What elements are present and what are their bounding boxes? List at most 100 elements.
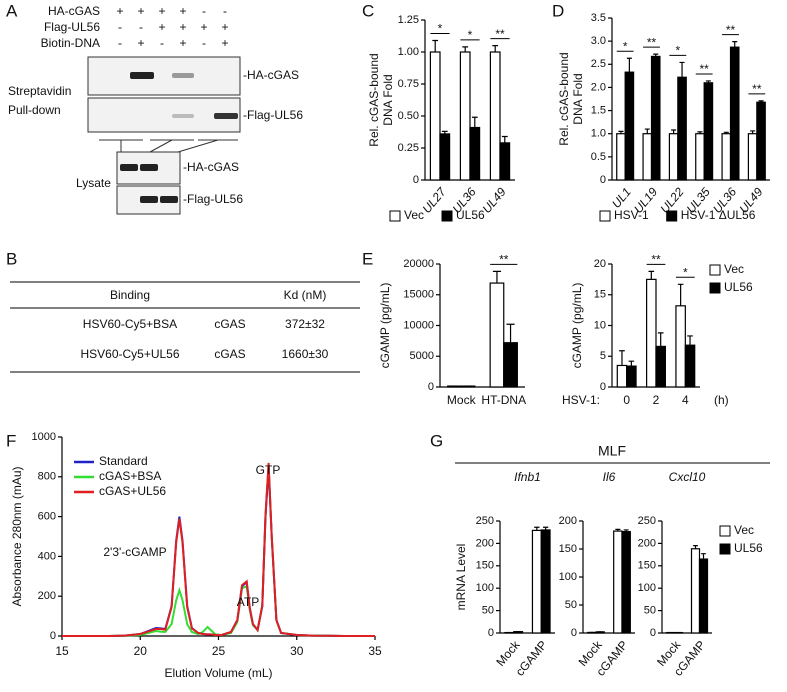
y-axis-label: DNA Fold xyxy=(381,74,395,125)
bar xyxy=(489,51,501,181)
panel-label: E xyxy=(362,249,373,268)
bar xyxy=(626,365,637,388)
bar xyxy=(655,345,666,388)
lane-sign: + xyxy=(200,20,207,34)
bar xyxy=(695,133,705,181)
y-tick-label: 3.0 xyxy=(591,35,606,47)
bar xyxy=(613,530,623,634)
x-tick-label: 25 xyxy=(212,644,226,658)
y-tick-label: 0 xyxy=(413,174,419,186)
legend-label: UL56 xyxy=(734,541,763,555)
error-bar xyxy=(671,129,677,134)
row-label: HA-cGAS xyxy=(48,4,100,18)
legend-swatch xyxy=(599,210,611,222)
panel-label: F xyxy=(6,431,16,450)
y-tick-label: 20000 xyxy=(403,258,434,270)
error-bar xyxy=(441,130,448,134)
row-label: Biotin-DNA xyxy=(41,36,100,50)
bar xyxy=(616,364,628,388)
lane-sign: - xyxy=(223,4,227,18)
x-axis-label: Elution Volume (mL) xyxy=(164,666,272,680)
lane-sign: + xyxy=(221,20,228,34)
y-tick-label: 1.00 xyxy=(398,46,419,58)
band xyxy=(172,73,194,78)
table-cell: 1660±30 xyxy=(282,347,329,361)
error-bar xyxy=(543,526,549,530)
bar xyxy=(624,71,635,181)
y-tick-label: 100 xyxy=(559,571,577,583)
y-tick-label: 400 xyxy=(38,550,56,562)
x-tick-label: 0 xyxy=(623,393,630,407)
error-bar xyxy=(432,39,439,52)
legend-label: HSV-1 xyxy=(614,208,649,222)
y-tick-label: 50 xyxy=(565,599,577,611)
error-bar xyxy=(492,270,502,284)
lane-sign: - xyxy=(202,4,206,18)
annotation: ATP xyxy=(237,595,259,609)
bar xyxy=(690,548,701,634)
significance-label: ** xyxy=(495,27,505,41)
y-tick-label: 0 xyxy=(571,627,577,639)
bar xyxy=(531,529,542,634)
line-series xyxy=(62,462,375,637)
error-bar xyxy=(693,545,698,549)
blot-box xyxy=(87,56,241,96)
legend-label: Vec xyxy=(734,523,754,537)
legend-label: Standard xyxy=(99,454,148,468)
significance-label: * xyxy=(468,28,473,42)
row-label: Flag-UL56 xyxy=(44,20,100,34)
lane-sign: + xyxy=(158,4,165,18)
error-bar xyxy=(705,80,711,83)
bar xyxy=(499,142,511,181)
y-tick-label: 1000 xyxy=(32,431,56,443)
error-bar xyxy=(732,41,738,48)
error-bar xyxy=(462,46,469,52)
significance-label: ** xyxy=(647,35,657,49)
y-tick-label: 0.5 xyxy=(591,151,606,163)
bar xyxy=(489,282,505,388)
error-bar xyxy=(618,130,624,134)
y-tick-label: 1.0 xyxy=(591,128,606,140)
bar xyxy=(721,133,732,181)
bar xyxy=(747,133,758,181)
bar xyxy=(646,278,657,388)
table-cell: 372±32 xyxy=(285,317,325,331)
y-tick-label: 150 xyxy=(638,560,656,572)
significance-label: ** xyxy=(752,82,762,96)
y-tick-label: 5000 xyxy=(410,350,434,362)
y-tick-label: 150 xyxy=(476,560,494,572)
table-cell: cGAS xyxy=(214,347,245,361)
panel-label: G xyxy=(430,431,443,450)
annotation: 2'3'-cGAMP xyxy=(103,545,166,559)
lane-sign: - xyxy=(118,20,122,34)
y-tick-label: 50 xyxy=(644,605,656,617)
error-bar xyxy=(619,350,625,366)
band xyxy=(172,114,194,118)
y-tick-label: 250 xyxy=(638,515,656,527)
y-tick-label: 15 xyxy=(594,289,606,301)
lane-sign: - xyxy=(139,20,143,34)
x-tick-label: 20 xyxy=(134,644,148,658)
x-tick-label: 2 xyxy=(653,393,660,407)
band xyxy=(214,113,238,119)
lane-sign: - xyxy=(202,36,206,50)
legend-label: Vec xyxy=(404,208,424,222)
y-tick-label: 15000 xyxy=(403,289,434,301)
bar xyxy=(616,133,626,181)
error-bar xyxy=(626,57,632,73)
lane-connector xyxy=(99,139,238,153)
y-tick-label: 20 xyxy=(594,258,606,270)
lane-sign: + xyxy=(137,4,144,18)
y-axis-label: Rel. cGAS-bound xyxy=(367,53,381,146)
blot xyxy=(87,56,241,215)
bar xyxy=(756,101,766,181)
y-tick-label: 0 xyxy=(600,174,606,186)
bar xyxy=(429,51,441,181)
legend-label: UL56 xyxy=(456,208,485,222)
y-axis-label: cGAMP (pg/mL) xyxy=(570,283,584,369)
y-axis-label: Absorbance 280nm (mAu) xyxy=(10,466,24,606)
error-bar xyxy=(750,130,756,134)
y-tick-label: 2.0 xyxy=(591,81,606,93)
error-bar xyxy=(471,116,478,128)
blot-label: Lysate xyxy=(76,176,111,190)
